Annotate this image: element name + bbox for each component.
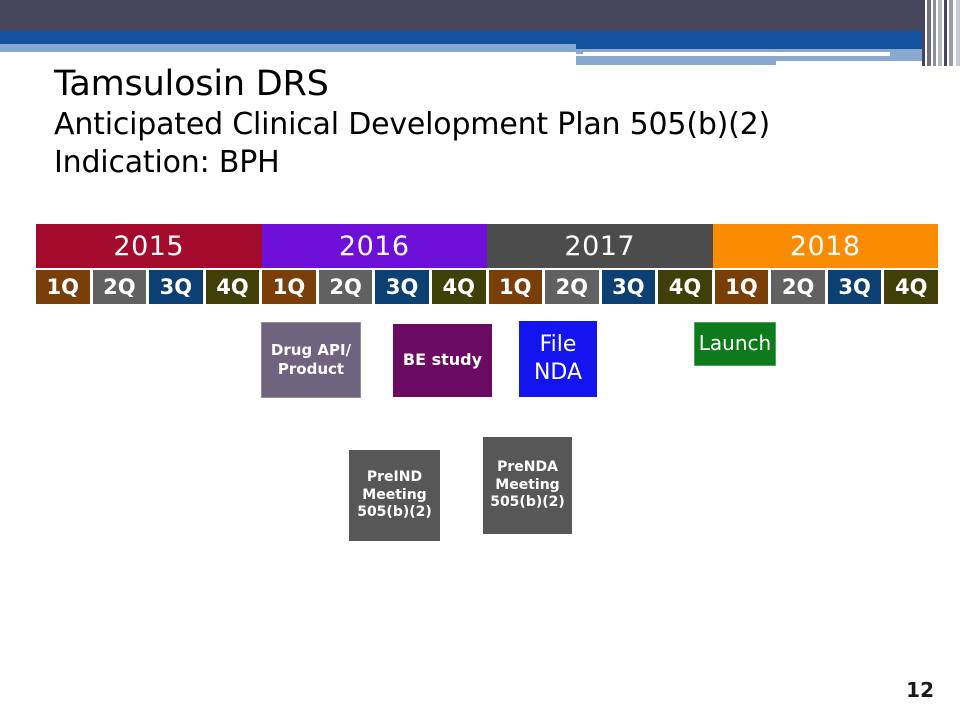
page-title: Tamsulosin DRS <box>54 64 329 104</box>
timeline-year-label: 2018 <box>789 230 861 262</box>
milestone-preind-meeting[interactable]: PreIND Meeting 505(b)(2) <box>349 450 440 541</box>
banner-stripe-10 <box>949 0 953 66</box>
banner-stripe-12 <box>956 0 960 66</box>
banner-stripe-11 <box>953 0 956 66</box>
timeline-year-2018[interactable]: 2018 <box>712 224 938 268</box>
banner-stripe-5 <box>936 0 938 66</box>
banner-vertical-stripes <box>922 0 960 66</box>
timeline-quarter-group-2015: 1Q 2Q 3Q 4Q <box>36 270 260 304</box>
timeline-quarter-2016-2Q[interactable]: 2Q <box>318 270 373 304</box>
slide-title-block: Tamsulosin DRS Anticipated Clinical Deve… <box>54 62 914 182</box>
milestone-prenda-meeting[interactable]: PreNDA Meeting 505(b)(2) <box>483 437 572 534</box>
timeline-quarter-label: 4Q <box>894 275 928 299</box>
timeline-quarter-label: 1Q <box>725 275 758 299</box>
banner-dark-band <box>0 0 960 31</box>
banner-blue-band <box>0 31 960 44</box>
banner-white-step <box>776 61 960 69</box>
timeline-quarter-group-2017: 1Q 2Q 3Q 4Q <box>488 270 712 304</box>
milestone-launch[interactable]: Launch <box>694 322 776 366</box>
milestone-label: BE study <box>402 350 483 370</box>
timeline-year-row: 2015 2016 2017 2018 <box>36 224 938 268</box>
timeline-quarter-label: 4Q <box>668 275 702 299</box>
banner-stripe-0 <box>922 0 925 66</box>
timeline-quarter-2018-1Q[interactable]: 1Q <box>714 270 769 304</box>
timeline-quarter-row: 1Q 2Q 3Q 4Q 1Q 2Q 3Q 4Q 1Q 2Q 3Q 4Q 1Q 2Q 3Q 4Q <box>36 270 938 304</box>
timeline-quarter-group-2016: 1Q 2Q 3Q 4Q <box>262 270 486 304</box>
timeline-quarter-label: 1Q <box>46 275 80 299</box>
banner-stripe-3 <box>931 0 933 66</box>
timeline-year-2015[interactable]: 2015 <box>36 224 262 268</box>
banner-stripe-7 <box>942 0 944 66</box>
timeline-quarter-2016-4Q[interactable]: 4Q <box>431 270 486 304</box>
milestone-file-nda[interactable]: File NDA <box>519 321 597 397</box>
timeline-year-label: 2015 <box>113 230 185 262</box>
banner-stripe-8 <box>944 0 947 66</box>
timeline-quarter-label: 3Q <box>838 275 871 299</box>
milestone-be-study[interactable]: BE study <box>393 324 492 397</box>
banner-light-blue-band-right <box>576 49 960 54</box>
banner-white-stripe <box>583 52 890 56</box>
timeline-quarter-label: 4Q <box>216 275 249 299</box>
slide-subtitle-line2: Indication: BPH <box>54 145 280 180</box>
timeline-quarter-label: 1Q <box>499 275 532 299</box>
banner-light-blue-band-left <box>0 44 576 52</box>
banner-light-blue-band-lower <box>576 56 960 65</box>
timeline-quarter-group-2018: 1Q 2Q 3Q 4Q <box>714 270 938 304</box>
timeline-quarter-2016-3Q[interactable]: 3Q <box>375 270 429 304</box>
timeline-quarter-2015-1Q[interactable]: 1Q <box>36 270 90 304</box>
timeline-quarter-2017-4Q[interactable]: 4Q <box>658 270 712 304</box>
timeline-quarter-label: 2Q <box>329 275 362 299</box>
banner-stripe-9 <box>947 0 949 66</box>
timeline-quarter-label: 2Q <box>103 275 136 299</box>
slide-top-banner <box>0 0 960 80</box>
timeline-year-label: 2016 <box>338 230 410 262</box>
timeline-quarter-2016-1Q[interactable]: 1Q <box>262 270 316 304</box>
milestone-label: PreNDA Meeting 505(b)(2) <box>490 458 565 511</box>
page-number: 12 <box>906 678 934 702</box>
timeline-quarter-label: 3Q <box>385 275 419 299</box>
timeline-year-2017[interactable]: 2017 <box>487 224 713 268</box>
timeline-quarter-2017-1Q[interactable]: 1Q <box>488 270 543 304</box>
milestone-label: PreIND Meeting 505(b)(2) <box>357 468 432 521</box>
milestone-label: File NDA <box>533 331 583 385</box>
timeline-quarter-label: 1Q <box>272 275 306 299</box>
milestone-drug-api-product[interactable]: Drug API/ Product <box>261 322 361 398</box>
timeline-quarter-2018-2Q[interactable]: 2Q <box>771 270 825 304</box>
timeline-quarter-2015-3Q[interactable]: 3Q <box>149 270 203 304</box>
timeline-quarter-label: 3Q <box>612 275 645 299</box>
timeline-quarter-2017-3Q[interactable]: 3Q <box>601 270 656 304</box>
timeline-year-2016[interactable]: 2016 <box>261 224 487 268</box>
banner-stripe-2 <box>927 0 931 66</box>
milestone-label: Launch <box>698 331 772 356</box>
banner-stripe-1 <box>925 0 927 66</box>
timeline-quarter-2018-4Q[interactable]: 4Q <box>884 270 938 304</box>
timeline-quarter-label: 3Q <box>159 275 193 299</box>
timeline-quarter-2015-2Q[interactable]: 2Q <box>92 270 147 304</box>
timeline-quarter-2017-2Q[interactable]: 2Q <box>545 270 599 304</box>
timeline-quarter-label: 2Q <box>555 275 589 299</box>
timeline-quarter-label: 4Q <box>442 275 475 299</box>
slide-subtitle-line1: Anticipated Clinical Development Plan 50… <box>54 107 771 142</box>
milestone-label: Drug API/ Product <box>270 340 352 378</box>
banner-stripe-6 <box>938 0 942 66</box>
timeline-quarter-label: 2Q <box>781 275 815 299</box>
timeline-quarter-2015-4Q[interactable]: 4Q <box>205 270 260 304</box>
timeline-year-label: 2017 <box>564 230 636 262</box>
banner-stripe-4 <box>933 0 936 66</box>
timeline: 2015 2016 2017 2018 1Q 2Q 3Q 4Q 1Q 2Q 3Q 4Q 1Q 2Q 3Q 4… <box>36 224 938 304</box>
timeline-quarter-2018-3Q[interactable]: 3Q <box>827 270 882 304</box>
